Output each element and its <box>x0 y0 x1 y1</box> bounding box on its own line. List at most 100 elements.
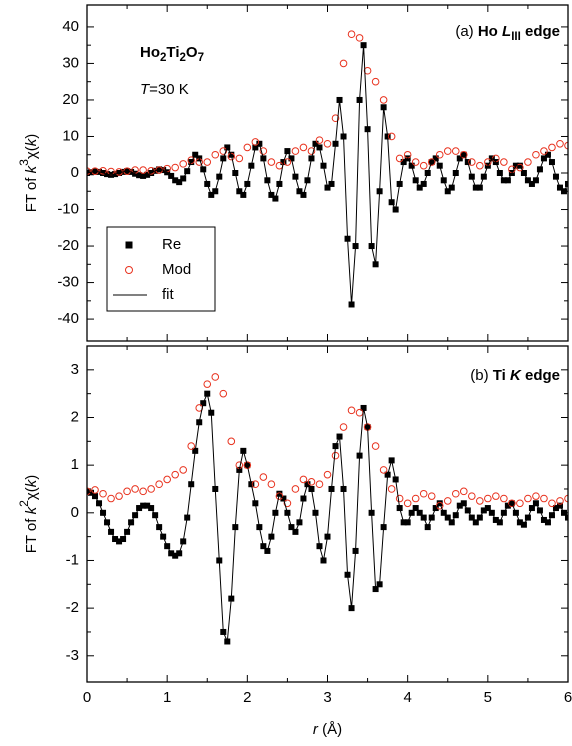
data-point <box>468 492 476 500</box>
data-point <box>267 158 276 166</box>
data-point <box>283 499 292 508</box>
data-point <box>131 485 139 493</box>
y-tick-label: 2 <box>71 408 79 425</box>
data-point <box>299 143 308 152</box>
data-point <box>347 30 356 39</box>
data-point <box>347 406 356 415</box>
data-point <box>556 497 564 505</box>
data-point <box>565 180 568 187</box>
data-point <box>548 143 556 152</box>
x-tick-label: 0 <box>83 689 91 706</box>
data-point <box>532 492 540 500</box>
text-part: FT of <box>23 173 40 212</box>
data-point <box>403 499 412 508</box>
text-part: FT of <box>23 514 40 553</box>
text-part: χ( <box>23 146 40 159</box>
data-point <box>355 34 364 42</box>
data-point <box>99 489 107 498</box>
data-point <box>339 59 348 68</box>
data-point <box>323 470 332 479</box>
data-point <box>139 487 147 496</box>
data-point <box>251 138 260 146</box>
plot-frame <box>86 345 569 683</box>
data-point <box>387 132 396 141</box>
data-point <box>540 494 548 503</box>
text-part: r <box>313 721 319 738</box>
text-part: 2 <box>179 52 185 64</box>
data-point <box>548 499 556 508</box>
text-part: k <box>23 137 40 146</box>
data-point <box>379 96 388 104</box>
fit-line <box>87 391 568 642</box>
y-tick-label: 30 <box>62 54 79 71</box>
y-axis-label: FT of k3χ(k) <box>17 134 40 213</box>
data-point <box>524 158 532 166</box>
x-tick-label: 2 <box>243 689 251 706</box>
data-point <box>219 389 228 398</box>
data-point <box>459 487 468 496</box>
data-point <box>259 147 268 155</box>
text-part: 2 <box>17 500 31 507</box>
data-point <box>91 167 99 175</box>
data-point <box>387 485 396 493</box>
y-axis-label: FT of k2χ(k) <box>17 475 40 554</box>
data-point <box>564 141 568 150</box>
data-point <box>363 66 372 75</box>
data-point <box>203 380 212 388</box>
data-point <box>211 150 220 159</box>
y-tick-label: -40 <box>57 310 79 327</box>
data-point <box>492 492 500 500</box>
x-tick-label: 4 <box>403 689 411 706</box>
data-point <box>155 480 163 489</box>
data-point <box>427 492 436 500</box>
data-point <box>476 497 484 505</box>
data-point <box>564 494 568 503</box>
data-point <box>379 466 388 474</box>
data-point <box>419 161 428 170</box>
data-point <box>508 499 516 508</box>
data-point <box>139 166 147 174</box>
data-point <box>291 147 300 155</box>
data-point <box>516 163 524 172</box>
data-point <box>459 150 468 159</box>
y-tick-label: -1 <box>66 551 79 568</box>
data-point <box>500 158 508 166</box>
legend-marker <box>125 266 133 274</box>
data-point <box>107 494 115 503</box>
data-point <box>275 161 284 170</box>
data-point <box>171 163 179 172</box>
data-point <box>565 514 568 521</box>
data-point <box>484 494 492 503</box>
data-point <box>427 158 436 166</box>
data-point <box>355 408 364 417</box>
data-point <box>251 480 260 489</box>
data-point <box>540 147 548 155</box>
data-point <box>411 158 420 166</box>
data-point <box>179 466 187 474</box>
data-point <box>331 451 340 460</box>
data-point <box>187 442 196 450</box>
data-point <box>307 478 316 486</box>
data-point <box>331 114 340 123</box>
data-point <box>187 156 196 165</box>
legend-label: Mod <box>162 261 191 278</box>
text-part: 2 <box>160 52 166 64</box>
data-point <box>411 494 420 503</box>
y-tick-label: -20 <box>57 237 79 254</box>
data-point <box>243 143 252 152</box>
x-tick-label: 5 <box>484 689 492 706</box>
data-point <box>291 485 300 493</box>
data-point <box>315 480 324 489</box>
text-part: k <box>23 505 40 514</box>
y-tick-label: 1 <box>71 456 79 473</box>
data-point <box>147 485 155 493</box>
legend-label: Re <box>162 236 181 253</box>
data-point <box>299 475 308 484</box>
text-part: Ti <box>166 44 179 61</box>
y-tick-label: -10 <box>57 200 79 217</box>
y-tick-label: 3 <box>71 361 79 378</box>
text-part: =30 K <box>149 81 189 98</box>
